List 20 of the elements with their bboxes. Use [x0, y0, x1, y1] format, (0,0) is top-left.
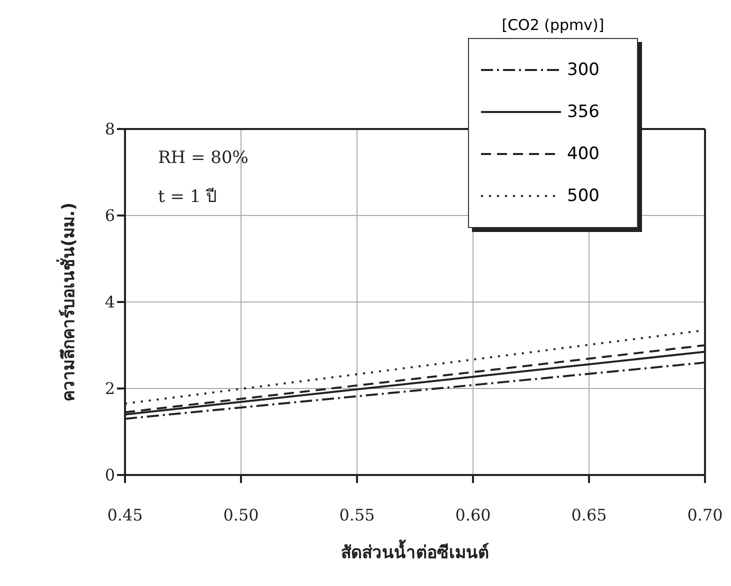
annotation: t = 1 ปี [158, 186, 218, 209]
y-axis-title: ความลึกคาร์บอเนชั่น(มม.) [56, 202, 80, 402]
x-tick-label: 0.50 [223, 505, 259, 524]
legend-label: 400 [567, 144, 600, 164]
x-tick-label: 0.70 [687, 505, 723, 524]
legend-label: 300 [567, 60, 600, 80]
x-tick-label: 0.55 [339, 505, 375, 524]
annotation: RH = 80% [158, 148, 248, 168]
x-tick-label: 0.45 [107, 505, 143, 524]
y-tick-label: 6 [104, 206, 115, 226]
y-tick-label: 0 [104, 466, 115, 485]
legend-label: 356 [567, 102, 600, 122]
x-axis-title: สัดส่วนน้ำต่อซีเมนต์ [341, 539, 489, 563]
y-tick-label: 2 [104, 379, 115, 398]
y-tick-label: 4 [104, 292, 115, 312]
legend-title: [CO2 (ppmv)] [500, 16, 606, 34]
x-tick-label: 0.65 [571, 505, 607, 524]
y-tick-label: 8 [104, 120, 115, 139]
legend-label: 500 [567, 186, 600, 206]
x-tick-label: 0.60 [455, 505, 491, 524]
